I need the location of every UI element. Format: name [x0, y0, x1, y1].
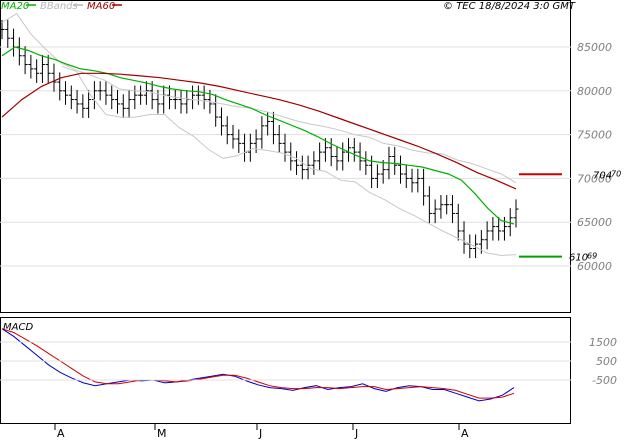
- price-tick-label: 75000: [577, 129, 612, 142]
- price-tick-label: 65000: [577, 216, 612, 229]
- month-label: A: [461, 427, 469, 440]
- legend: MA20 BBands MA60: [1, 1, 122, 12]
- indicator-lines: [1, 13, 517, 257]
- macd-signal-line: [1, 328, 515, 399]
- ma20-line: [1, 46, 515, 225]
- legend-bbands: BBands: [40, 1, 78, 12]
- macd-panel-frame: [0, 317, 571, 424]
- month-label: M: [157, 427, 167, 440]
- price-tick-label: 70000: [577, 172, 612, 185]
- month-label: J: [258, 427, 262, 440]
- price-tick-label: 60000: [577, 260, 612, 273]
- macd-title: MACD: [3, 322, 33, 333]
- level-label-fraction: 69: [587, 252, 597, 261]
- macd-tick-label: 500: [596, 355, 617, 368]
- macd-line: [1, 328, 515, 402]
- macd-tick-label: -500: [592, 374, 617, 387]
- level-label-fraction: 70: [611, 169, 621, 178]
- level-label: 610: [569, 253, 588, 264]
- month-label: J: [354, 427, 358, 440]
- bband-lower-line: [61, 65, 517, 257]
- macd-tick-labels: 1500 500 -500: [0, 336, 617, 387]
- level-label: 704: [593, 170, 612, 181]
- legend-ma60: MA60: [87, 1, 115, 12]
- price-panel-frame: [0, 0, 571, 313]
- price-tick-labels: 85000 80000 75000 70000 65000 60000: [577, 41, 612, 273]
- legend-ma20: MA20: [1, 1, 29, 12]
- price-tick-label: 85000: [577, 41, 612, 54]
- macd-tick-label: 1500: [589, 336, 617, 349]
- ma60-line: [1, 72, 517, 190]
- price-gridlines: [0, 46, 571, 267]
- copyright-label: © TEC 18/8/2024 3:0 GMT: [443, 1, 576, 12]
- price-tick-label: 80000: [577, 85, 612, 98]
- month-label: A: [57, 427, 65, 440]
- bband-upper-line: [1, 13, 517, 184]
- macd-lines: [1, 328, 515, 402]
